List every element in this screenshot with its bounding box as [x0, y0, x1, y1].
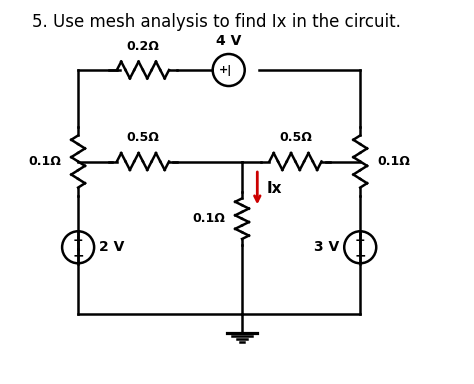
Text: 4 V: 4 V [216, 34, 241, 48]
Text: −: − [73, 248, 84, 262]
Text: Ix: Ix [267, 181, 283, 196]
Text: 3 V: 3 V [314, 240, 339, 254]
Text: 0.5Ω: 0.5Ω [279, 131, 312, 144]
Text: +: + [355, 234, 365, 247]
Text: 0.1Ω: 0.1Ω [28, 155, 61, 168]
Text: 0.1Ω: 0.1Ω [377, 155, 410, 168]
Text: 0.2Ω: 0.2Ω [127, 40, 159, 53]
Text: +|: +| [219, 65, 232, 76]
Text: −: − [355, 248, 366, 262]
Text: +: + [73, 234, 83, 247]
Text: 0.1Ω: 0.1Ω [192, 212, 225, 225]
Text: 5. Use mesh analysis to find Ix in the circuit.: 5. Use mesh analysis to find Ix in the c… [32, 13, 401, 31]
Text: 2 V: 2 V [99, 240, 125, 254]
Text: 0.5Ω: 0.5Ω [127, 131, 159, 144]
